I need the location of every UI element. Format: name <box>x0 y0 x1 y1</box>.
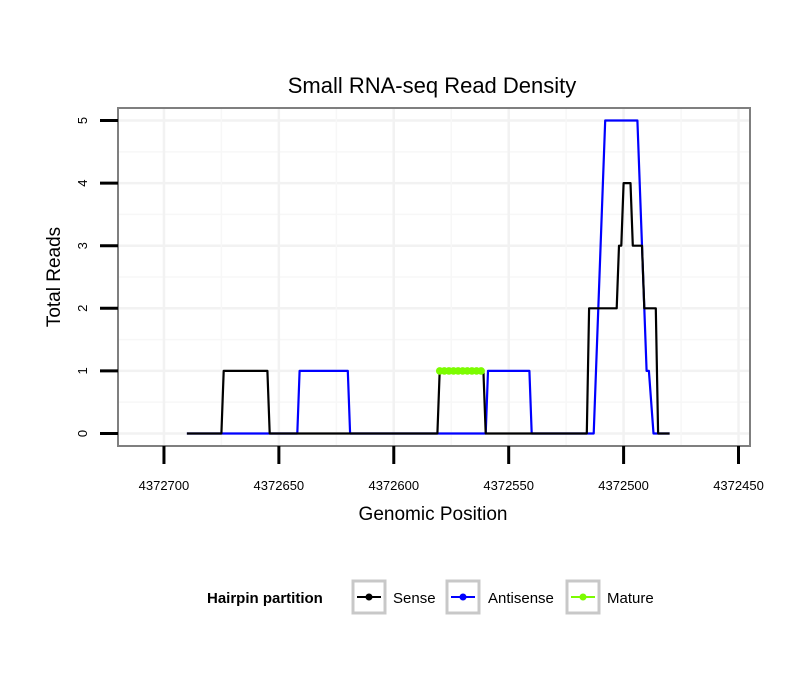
x-tick-label: 4372550 <box>483 478 534 493</box>
series-line-sense <box>186 182 670 435</box>
mature-point <box>477 367 485 375</box>
legend-point-sense <box>365 593 373 601</box>
y-tick-label: 0 <box>75 430 90 437</box>
y-axis-label: Total Reads <box>44 227 65 327</box>
y-tick-label: 2 <box>75 305 90 312</box>
legend-label-mature: Mature <box>607 590 654 607</box>
grid <box>118 108 750 446</box>
x-axis: 4372700 4372650 4372600 4372550 4372500 43724… <box>139 446 764 493</box>
x-tick-label: 4372500 <box>598 478 649 493</box>
x-tick-label: 4372700 <box>139 478 190 493</box>
legend-title: Hairpin partition <box>207 590 323 607</box>
y-tick-label: 5 <box>75 117 90 124</box>
legend-point-mature <box>579 593 587 601</box>
x-tick-label: 4372600 <box>368 478 419 493</box>
y-axis: 0 1 2 3 4 5 <box>75 117 118 437</box>
legend-label-sense: Sense <box>393 590 436 607</box>
legend-label-antisense: Antisense <box>488 590 554 607</box>
y-tick-label: 1 <box>75 367 90 374</box>
series-layer <box>186 119 670 435</box>
x-tick-label: 4372650 <box>254 478 305 493</box>
x-tick-label: 4372450 <box>713 478 764 493</box>
chart-title: Small RNA-seq Read Density <box>288 73 577 98</box>
legend: Hairpin partition Sense Antisense Mature <box>207 579 654 615</box>
y-tick-label: 3 <box>75 242 90 249</box>
x-axis-label: Genomic Position <box>359 504 508 525</box>
plot-panel <box>117 107 751 447</box>
y-tick-label: 4 <box>75 179 90 186</box>
legend-point-antisense <box>459 593 467 601</box>
